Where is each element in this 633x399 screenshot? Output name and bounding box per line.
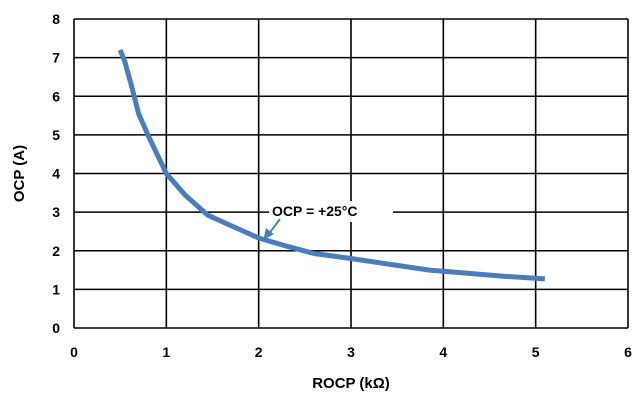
y-tick-label-8: 8: [52, 11, 60, 27]
tick-labels: 0 1 2 3 4 5 6 7 8 0 1 2 3 4 5 6: [52, 11, 632, 360]
y-tick-label-6: 6: [52, 88, 60, 104]
y-tick-label-5: 5: [52, 127, 60, 143]
annotation-bg-0: [269, 201, 393, 222]
y-tick-label-1: 1: [52, 281, 60, 297]
annotation-label-0: OCP = +25°C: [272, 203, 358, 219]
grid: [73, 18, 629, 329]
y-tick-label-0: 0: [52, 320, 60, 336]
annotation-arrowhead-0: [263, 228, 274, 240]
x-tick-label-6: 6: [624, 344, 632, 360]
y-axis-title: OCP (A): [11, 145, 28, 202]
series-layer: [117, 48, 546, 282]
x-axis-title: ROCP (kΩ): [312, 375, 390, 392]
y-tick-label-2: 2: [52, 243, 60, 259]
x-tick-label-1: 1: [162, 344, 170, 360]
x-tick-label-3: 3: [347, 344, 355, 360]
x-tick-label-2: 2: [255, 344, 263, 360]
x-tick-label-5: 5: [532, 344, 540, 360]
y-tick-label-3: 3: [52, 204, 60, 220]
y-tick-label-4: 4: [52, 166, 60, 182]
annotation-layer: OCP = +25°C: [263, 201, 393, 240]
series-line-0: [117, 48, 546, 282]
x-tick-label-0: 0: [70, 344, 78, 360]
y-tick-label-7: 7: [52, 50, 60, 66]
x-tick-label-4: 4: [439, 344, 447, 360]
